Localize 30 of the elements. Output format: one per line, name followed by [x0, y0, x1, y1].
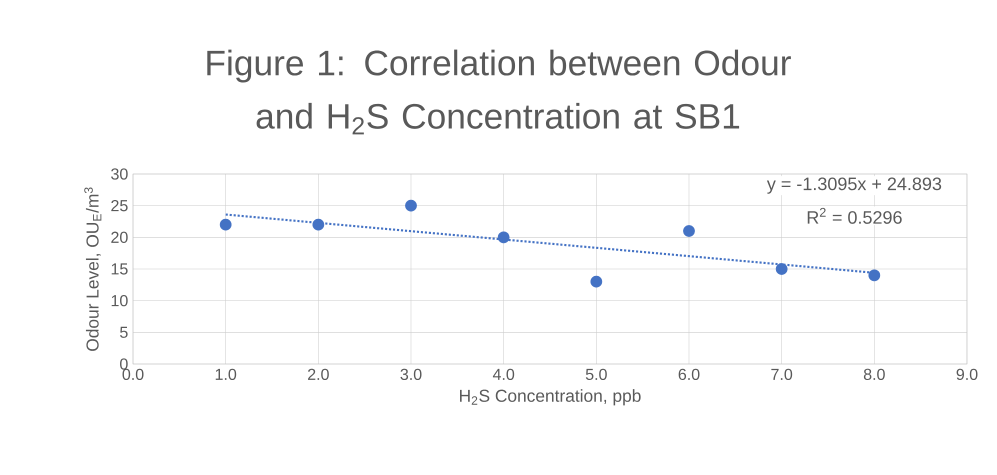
point [776, 263, 788, 275]
y-tick-label: 15 [112, 263, 128, 275]
x-tick-label: 4.0 [492, 368, 514, 380]
annotation: y = -1.3095x + 24.893 [766, 177, 942, 194]
x-tick-label: 1.0 [216, 368, 236, 380]
point [590, 276, 602, 288]
annotation: R$^{2}$ = 0.5296 [808, 208, 902, 224]
y-axis-title: Odour Level, OU$_{E}$/m$^{3}$ [84, 187, 102, 351]
point [405, 200, 417, 212]
y-tick-label: 5 [120, 326, 128, 338]
point [868, 269, 880, 282]
x-tick-label: 8.0 [864, 368, 885, 380]
x-axis-title: H$_{2}$S Concentration, ppb [460, 389, 641, 406]
point [683, 225, 695, 237]
x-tick-label: 2.0 [308, 368, 329, 380]
y-tick-label: 10 [112, 295, 128, 306]
point [312, 218, 324, 231]
x-tick-label: 0.0 [122, 368, 144, 380]
x-tick-label: 7.0 [771, 368, 792, 380]
y-tick-label: 20 [111, 232, 128, 243]
chart-title: Figure 1: Correlation between Odour and H$_{2}$S Concentration at SB1 [207, 50, 791, 134]
point [220, 218, 232, 231]
point [498, 231, 510, 244]
x-tick-label: 6.0 [678, 368, 700, 380]
x-tick-label: 9.0 [956, 368, 978, 380]
y-tick-label: 30 [111, 168, 128, 180]
x-tick-label: 5.0 [586, 368, 607, 380]
y-tick-label: 25 [111, 200, 128, 212]
y-tick-label: 0 [120, 358, 128, 370]
x-tick-label: 3.0 [400, 368, 422, 380]
